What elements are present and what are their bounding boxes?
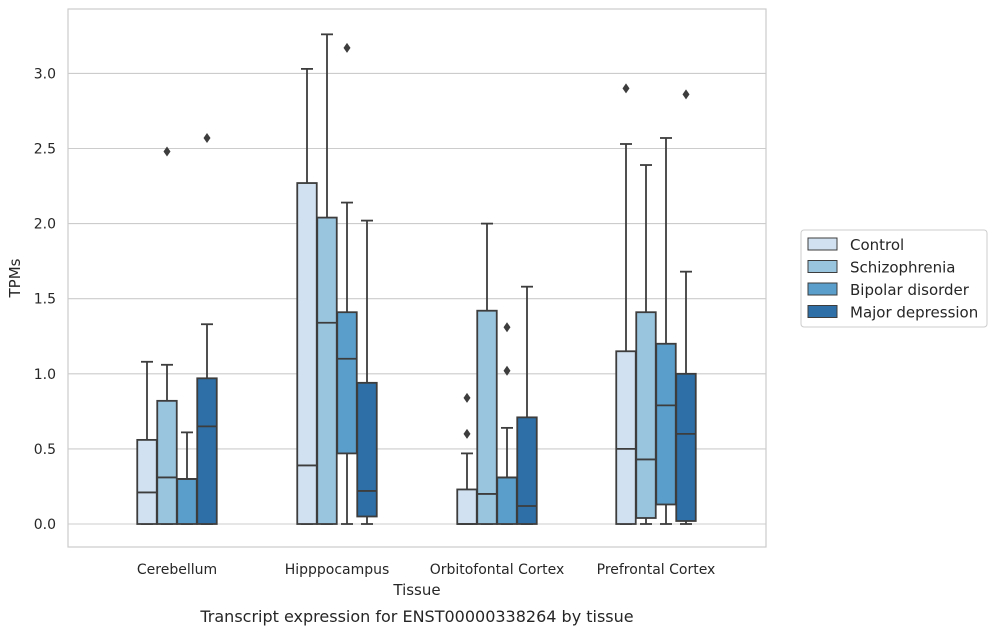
legend-item-bipolar-disorder: Bipolar disorder: [807, 281, 970, 299]
box-body: [496, 476, 518, 525]
box-body: [675, 372, 697, 522]
box-schizophrenia-hipppocampus: [316, 33, 338, 525]
y-axis-ticks: 0.0 0.5 1.0 1.5 2.0 2.5 3.0: [34, 66, 56, 533]
box-body: [655, 342, 677, 506]
legend-label: Schizophrenia: [850, 259, 955, 277]
legend-swatch: [807, 260, 838, 273]
box-body: [196, 377, 218, 525]
y-tick-label: 0.5: [34, 442, 56, 458]
box-control-prefrontal-cortex: [615, 83, 637, 525]
outlier-point: [343, 42, 351, 53]
box-major-depression-prefrontal-cortex: [675, 89, 697, 525]
box-body: [356, 381, 378, 518]
outlier-point: [163, 146, 171, 157]
y-axis-label: TPMs: [6, 258, 24, 298]
legend-label: Bipolar disorder: [850, 281, 970, 299]
legend-swatch: [807, 282, 838, 296]
box-body: [615, 350, 637, 525]
x-axis-label: Tissue: [392, 581, 440, 599]
x-tick-label-hipppocampus: Hipppocampus: [285, 562, 390, 578]
box-schizophrenia-cerebellum: [156, 146, 178, 525]
legend-item-major-depression: Major depression: [807, 304, 978, 322]
box-schizophrenia-orbitofontal-cortex: [476, 222, 498, 525]
outlier-point: [503, 322, 511, 333]
y-tick-label: 0.0: [34, 517, 56, 533]
box-major-depression-cerebellum: [196, 132, 218, 525]
box-body: [296, 182, 318, 525]
outlier-point: [463, 428, 471, 439]
box-major-depression-hipppocampus: [356, 219, 378, 525]
outlier-point: [463, 392, 471, 403]
legend-frame: [800, 229, 988, 328]
box-body: [516, 416, 538, 525]
box-control-hipppocampus: [296, 67, 318, 525]
series-bipolar-disorder: [176, 42, 677, 525]
legend-label: Control: [850, 236, 904, 254]
box-body: [156, 399, 178, 525]
legend: Control Schizophrenia Bipolar disorder Majo…: [800, 229, 988, 328]
y-tick-label: 1.5: [34, 292, 56, 308]
x-tick-label-orbitofontal-cortex: Orbitofontal Cortex: [430, 562, 565, 578]
y-tick-label: 2.0: [34, 217, 56, 233]
box-body: [136, 438, 158, 525]
series-control: [136, 67, 637, 525]
outlier-point: [203, 132, 211, 143]
box-control-cerebellum: [136, 360, 158, 525]
legend-swatch: [807, 305, 838, 318]
series-schizophrenia: [156, 33, 657, 525]
series-major-depression: [196, 89, 697, 525]
box-body: [476, 309, 498, 525]
legend-label: Major depression: [850, 304, 978, 322]
box-body: [316, 216, 338, 525]
box-bipolar-disorder-prefrontal-cortex: [655, 137, 677, 525]
legend-items: Control Schizophrenia Bipolar disorder Majo…: [807, 236, 978, 322]
box-body: [176, 478, 198, 525]
plot-area-frame: [67, 8, 767, 548]
outlier-point: [622, 83, 630, 94]
box-body: [456, 488, 478, 525]
outlier-point: [682, 89, 690, 100]
y-tick-label: 3.0: [34, 66, 56, 82]
box-control-orbitofontal-cortex: [456, 392, 478, 525]
box-body: [336, 311, 358, 455]
legend-item-schizophrenia: Schizophrenia: [807, 259, 955, 277]
y-tick-label: 1.0: [34, 367, 56, 383]
grid-lines: [68, 72, 766, 525]
box-major-depression-orbitofontal-cortex: [516, 285, 538, 525]
outlier-point: [503, 365, 511, 376]
y-tick-label: 2.5: [34, 142, 56, 158]
box-schizophrenia-prefrontal-cortex: [635, 164, 657, 525]
box-bipolar-disorder-cerebellum: [176, 431, 198, 525]
legend-item-control: Control: [807, 236, 904, 254]
box-plot-series: [136, 33, 697, 525]
x-tick-label-prefrontal-cortex: Prefrontal Cortex: [597, 562, 716, 578]
box-bipolar-disorder-orbitofontal-cortex: [496, 322, 518, 525]
chart-caption: Transcript expression for ENST0000033826…: [199, 607, 633, 626]
box-body: [635, 311, 657, 519]
x-tick-label-cerebellum: Cerebellum: [137, 562, 217, 578]
x-axis-ticks: Cerebellum Hipppocampus Orbitofontal Corte…: [137, 562, 715, 578]
box-bipolar-disorder-hipppocampus: [336, 42, 358, 525]
legend-swatch: [807, 237, 838, 251]
